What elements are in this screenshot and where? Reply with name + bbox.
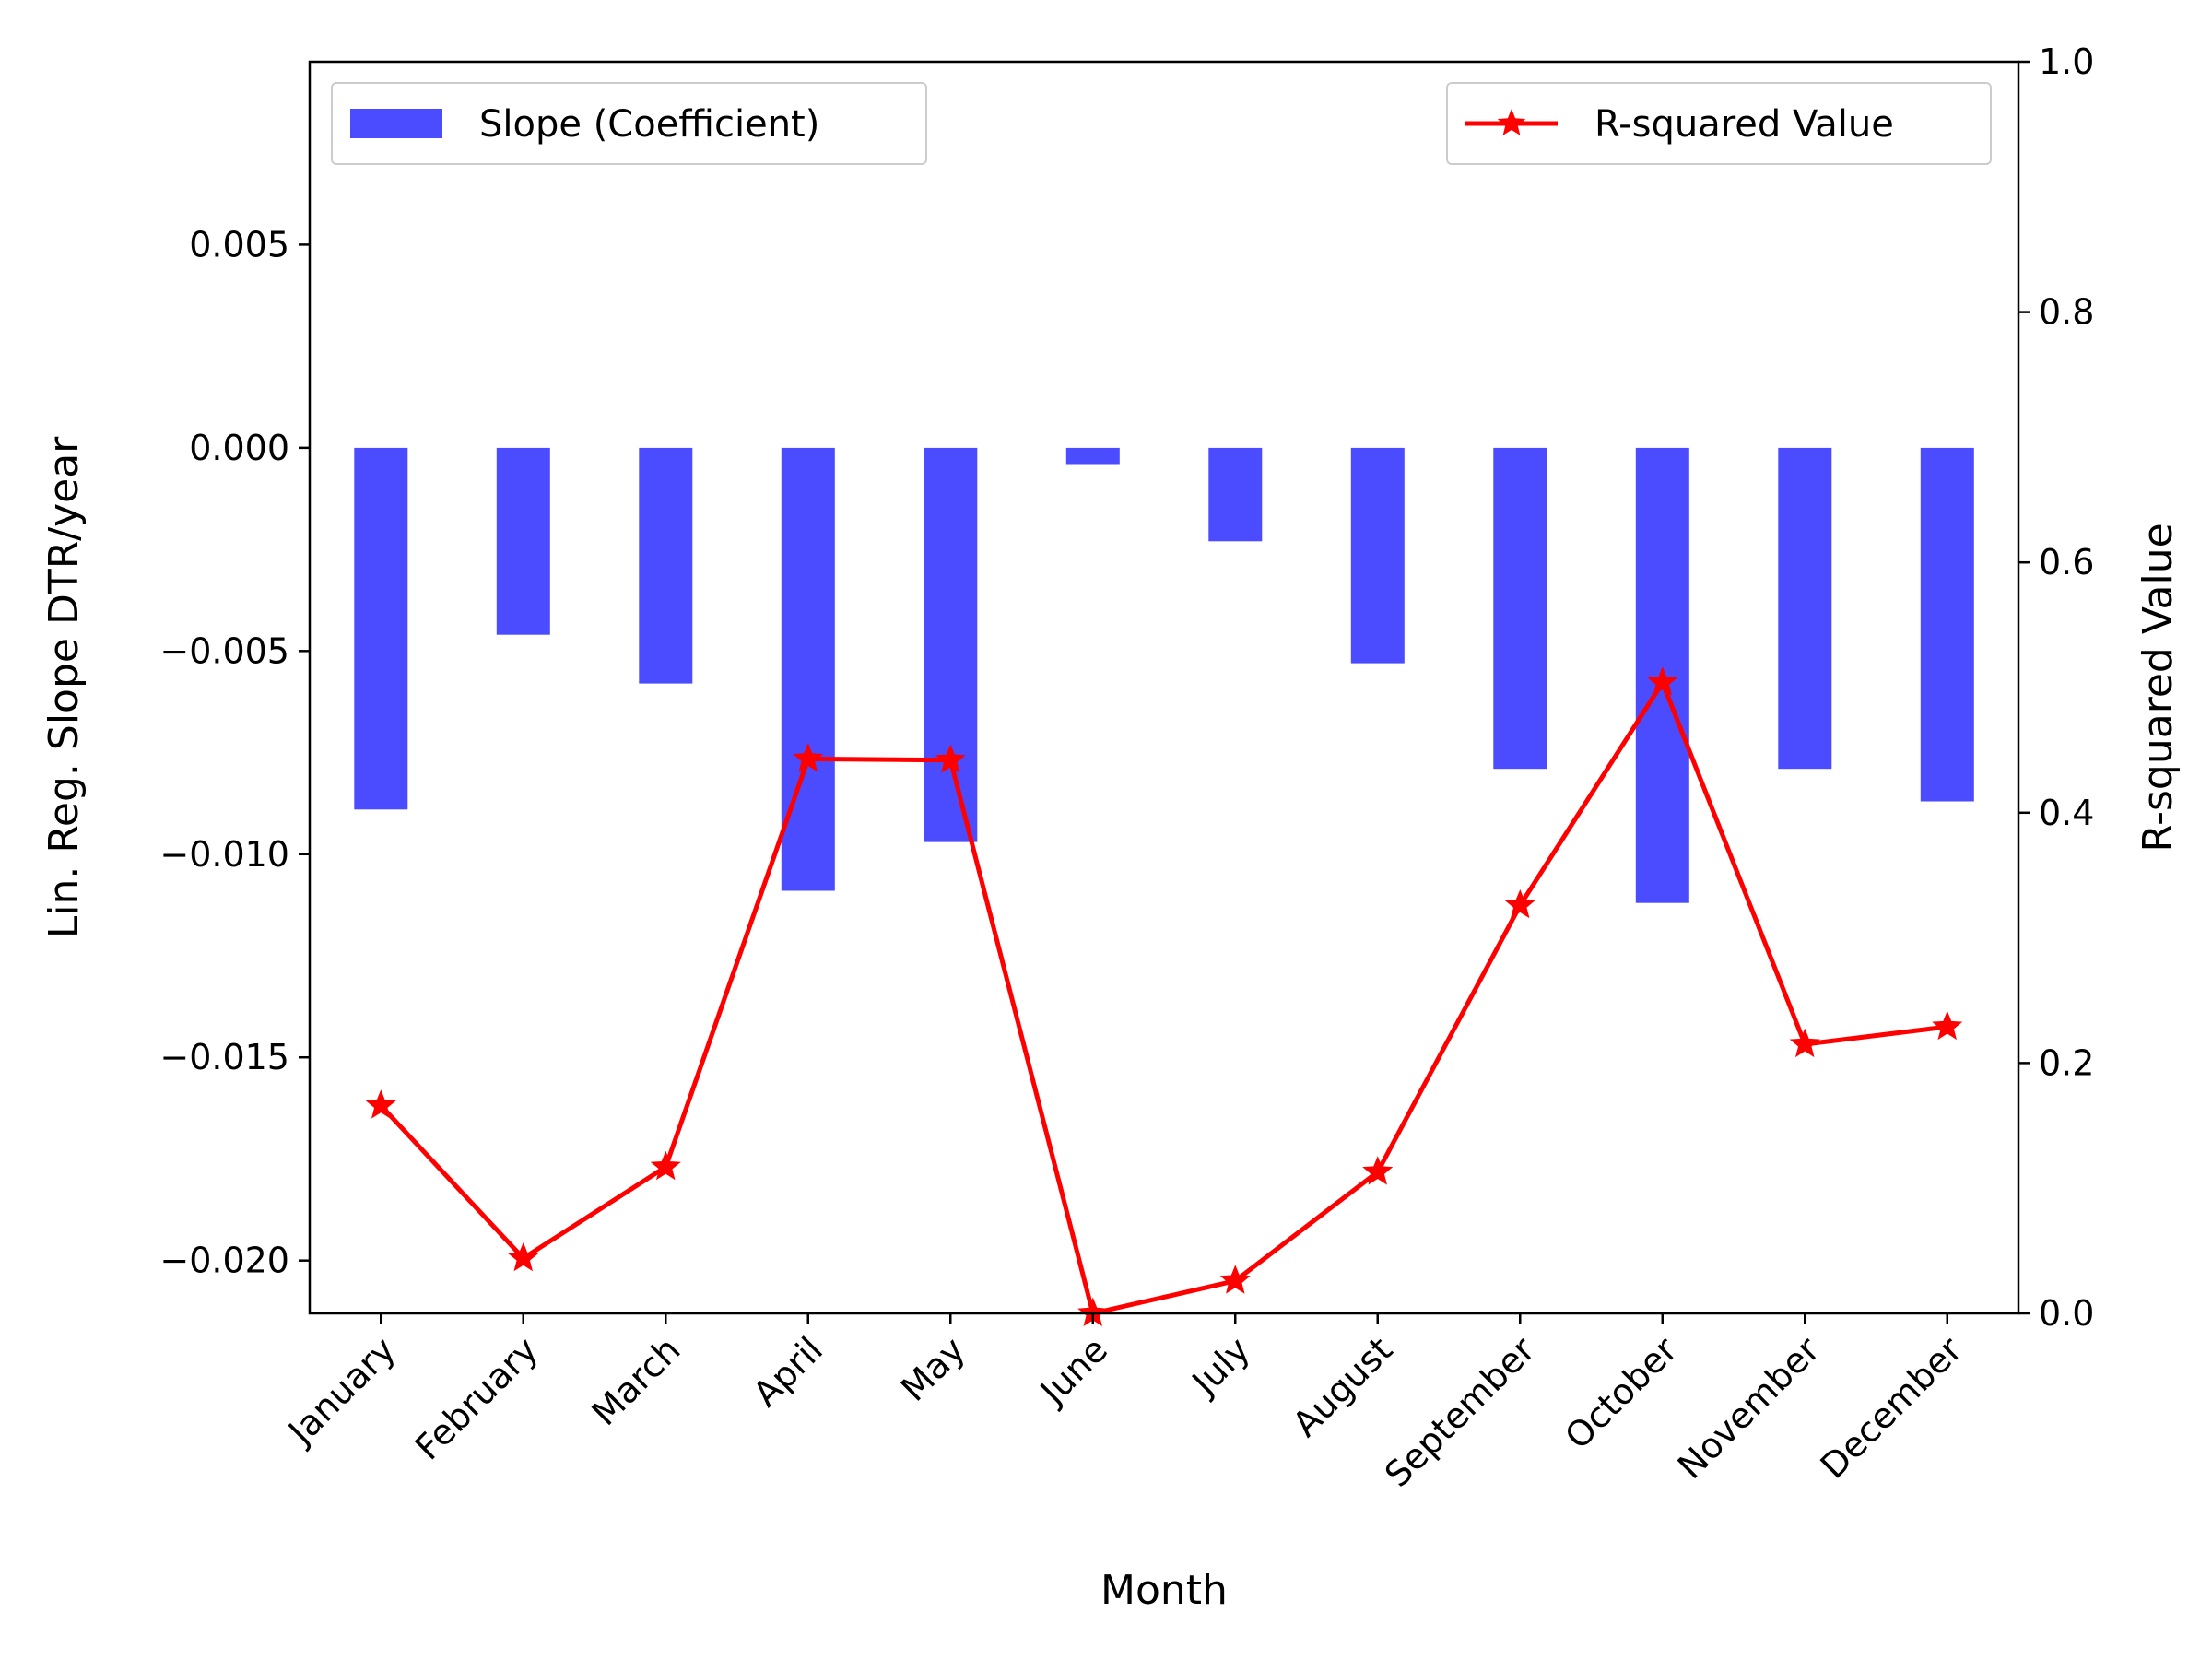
r-squared-point-february — [508, 1241, 539, 1272]
right-tick-label: 0.6 — [2039, 542, 2094, 582]
r-squared-point-august — [1362, 1156, 1394, 1185]
left-tick-label: −0.010 — [159, 834, 289, 875]
x-tick-label: July — [1183, 1329, 1258, 1404]
plot-frame — [308, 60, 2020, 1315]
right-tick-label: 0.8 — [2039, 292, 2094, 333]
r-squared-point-may — [935, 744, 966, 773]
bar-july — [1208, 447, 1263, 542]
bar-november — [1778, 447, 1832, 770]
legend-line: R-squared Value — [1446, 82, 1992, 165]
bar-april — [781, 447, 835, 891]
x-tick-label: April — [746, 1329, 831, 1415]
left-axis: 0.005 0.000 −0.005 −0.010 −0.015 −0.020 — [159, 224, 310, 1281]
r-squared-point-september — [1504, 888, 1535, 919]
left-tick-label: −0.020 — [159, 1241, 289, 1281]
r-squared-point-march — [650, 1150, 681, 1181]
r-squared-point-january — [365, 1089, 396, 1119]
legend-box — [331, 82, 927, 165]
right-axis: 0.0 0.2 0.4 0.6 0.8 1.0 — [2018, 41, 2094, 1334]
r-squared-point-december — [1932, 1010, 1963, 1041]
left-tick-label: 0.000 — [189, 428, 289, 468]
x-tick-label: October — [1557, 1329, 1685, 1457]
x-tick-label: March — [584, 1329, 688, 1433]
bar-february — [496, 447, 550, 635]
r-squared-point-july — [1219, 1265, 1251, 1294]
left-tick-label: −0.015 — [159, 1037, 289, 1077]
r-squared-point-november — [1789, 1028, 1820, 1058]
bar-september — [1493, 447, 1547, 770]
left-tick-label: 0.005 — [189, 224, 289, 265]
x-tick-label: January — [279, 1329, 403, 1453]
bar-january — [354, 447, 408, 810]
x-tick-label: May — [893, 1329, 973, 1409]
plot-border — [308, 60, 2020, 1315]
legend-box — [1446, 82, 1992, 165]
x-axis-title: Month — [1100, 1567, 1228, 1614]
r-squared-line — [379, 680, 1948, 1316]
r-squared-point-april — [793, 743, 824, 772]
left-tick-label: −0.005 — [159, 630, 289, 671]
right-tick-label: 0.0 — [2039, 1293, 2094, 1334]
right-tick-label: 1.0 — [2039, 41, 2094, 82]
bar-may — [924, 447, 978, 842]
legend-label-r-squared: R-squared Value — [1594, 103, 1894, 146]
bar-august — [1350, 447, 1405, 664]
bar-december — [1920, 447, 1974, 802]
bar-series — [354, 447, 1974, 903]
left-axis-title: Lin. Reg. Slope DTR/year — [41, 436, 88, 938]
legend-label-slope: Slope (Coefficient) — [479, 103, 819, 146]
x-tick-label: June — [1031, 1329, 1115, 1413]
x-tick-label: December — [1813, 1329, 1971, 1487]
right-axis-title: R-squared Value — [2135, 523, 2182, 852]
legend-star-marker — [1497, 109, 1526, 135]
right-tick-label: 0.2 — [2039, 1042, 2094, 1083]
x-tick-label: February — [407, 1329, 546, 1467]
x-tick-label: August — [1285, 1329, 1400, 1444]
right-tick-label: 0.4 — [2039, 793, 2094, 833]
x-tick-label: November — [1670, 1329, 1828, 1487]
x-axis: January February March April May June July Augu… — [279, 1313, 1970, 1495]
bar-march — [639, 447, 693, 684]
bar-june — [1065, 447, 1120, 465]
line-series — [365, 666, 1963, 1326]
x-tick-label: September — [1377, 1329, 1543, 1495]
r-squared-point-october — [1647, 666, 1678, 696]
legend-bar: Slope (Coefficient) — [331, 82, 927, 165]
legend-swatch-bar — [350, 109, 442, 138]
